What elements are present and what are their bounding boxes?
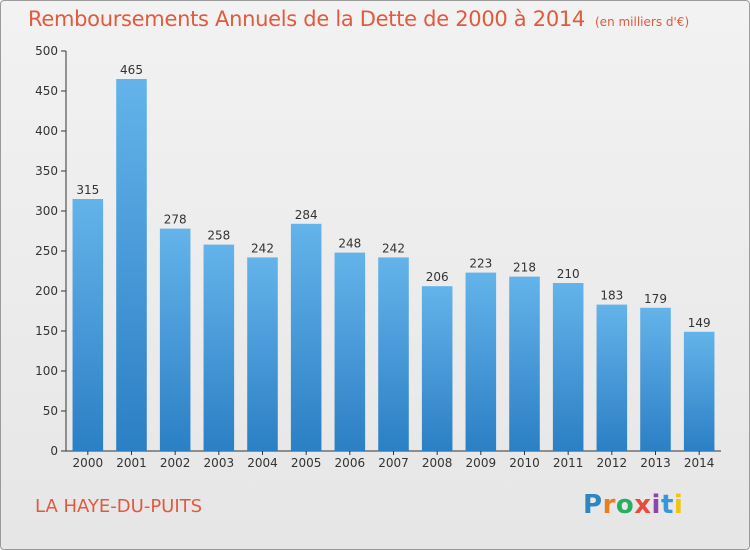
chart-title-block: Remboursements Annuels de la Dette de 20…	[28, 7, 689, 31]
y-tick-label: 100	[35, 364, 58, 378]
logo-letter: t	[660, 490, 674, 520]
bar	[72, 199, 104, 451]
x-tick-label: 2000	[73, 456, 104, 470]
y-tick-label: 150	[35, 324, 58, 338]
bar	[203, 244, 235, 451]
bar	[247, 257, 278, 451]
bar-value-label: 242	[251, 241, 274, 255]
y-tick-label: 500	[35, 44, 58, 58]
y-tick-label: 0	[50, 444, 58, 458]
x-tick-label: 2007	[378, 456, 409, 470]
bar-value-label: 315	[76, 183, 99, 197]
bar-value-label: 258	[207, 229, 230, 243]
bar	[116, 79, 147, 451]
chart-axes: 0 50 100 150 200 250 300 350 400 450 500	[35, 44, 721, 458]
y-tick-label: 400	[35, 124, 58, 138]
bar-value-label: 284	[295, 208, 318, 222]
bar-value-label: 149	[688, 316, 711, 330]
bar	[552, 283, 584, 451]
y-tick-label: 200	[35, 284, 58, 298]
bar	[596, 304, 628, 451]
x-tick-label: 2001	[116, 456, 147, 470]
bar-value-label: 248	[338, 237, 361, 251]
chart-unit: (en milliers d'€)	[595, 15, 690, 29]
logo-letter: P	[583, 490, 603, 520]
logo-letter: i	[651, 490, 661, 520]
bar-value-label: 218	[513, 261, 536, 275]
y-tick-label: 300	[35, 204, 58, 218]
bar-value-label: 223	[469, 257, 492, 271]
x-tick-label: 2010	[509, 456, 540, 470]
x-tick-label: 2006	[335, 456, 366, 470]
x-tick-label: 2008	[422, 456, 453, 470]
bar-value-label: 210	[557, 267, 580, 281]
bar	[334, 252, 366, 451]
logo-letter: o	[615, 490, 635, 520]
y-tick-label: 450	[35, 84, 58, 98]
x-tick-label: 2005	[291, 456, 322, 470]
bar	[421, 286, 453, 451]
y-tick-label: 350	[35, 164, 58, 178]
x-tick-label: 2003	[204, 456, 235, 470]
bar-value-label: 179	[644, 292, 667, 306]
proxiti-logo: Proxiti	[583, 490, 683, 520]
x-tick-label: 2014	[684, 456, 715, 470]
bar	[378, 257, 409, 451]
bar	[683, 331, 715, 451]
logo-letter: r	[602, 490, 616, 520]
logo-letter: x	[634, 490, 652, 520]
chart-labels: 315 2000 465 2001 278 2002 258 2003 242 2004 284 20…	[73, 63, 715, 470]
chart-bars	[72, 79, 715, 451]
x-tick-label: 2004	[247, 456, 278, 470]
y-tick-label: 250	[35, 244, 58, 258]
logo-letter: i	[673, 490, 684, 520]
x-tick-label: 2012	[597, 456, 628, 470]
bar	[159, 228, 191, 451]
x-tick-label: 2013	[640, 456, 671, 470]
bar-value-label: 465	[120, 63, 143, 77]
x-tick-label: 2011	[553, 456, 584, 470]
bar-value-label: 242	[382, 241, 405, 255]
bar	[509, 276, 540, 451]
chart-title: Remboursements Annuels de la Dette de 20…	[28, 7, 585, 31]
y-tick-label: 50	[43, 404, 58, 418]
bar	[465, 272, 497, 451]
bar-value-label: 183	[600, 289, 623, 303]
x-tick-label: 2009	[466, 456, 497, 470]
bar	[290, 223, 322, 451]
x-tick-label: 2002	[160, 456, 191, 470]
bar-value-label: 278	[164, 213, 187, 227]
commune-name: LA HAYE-DU-PUITS	[35, 496, 203, 517]
bar-value-label: 206	[426, 270, 449, 284]
bar	[640, 307, 671, 451]
